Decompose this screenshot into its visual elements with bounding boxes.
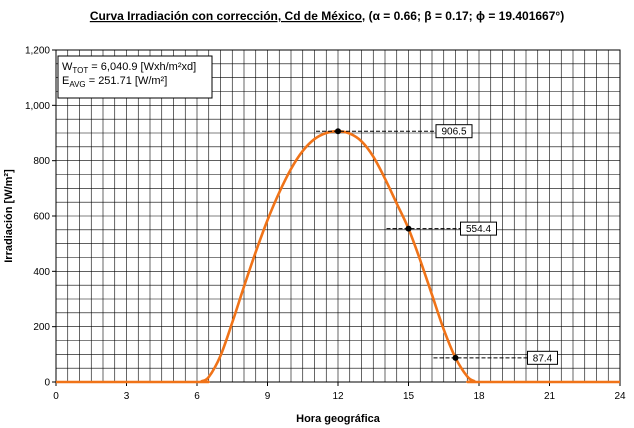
y-tick-label: 1,000	[25, 101, 50, 112]
x-tick-label: 9	[265, 391, 271, 402]
annotation-label: 906.5	[441, 127, 466, 138]
legend-wtot: WTOT = 6,040.9 [Wxh/m²xd]	[62, 61, 196, 75]
y-axis-ticks: 0 200 400 600 800 1,000 1,200	[25, 46, 56, 389]
annotations: 906.5 554.4 87.4	[316, 124, 558, 365]
grid-lines	[56, 50, 620, 382]
annotation-87.4: 87.4	[433, 350, 558, 365]
x-axis-ticks: 0 3 6 9 12 15 18 21 24	[53, 382, 626, 402]
x-tick-label: 21	[544, 391, 556, 402]
annotation-label: 554.4	[466, 224, 491, 235]
y-tick-label: 200	[33, 322, 50, 333]
x-tick-label: 6	[194, 391, 200, 402]
annotation-box	[435, 124, 473, 139]
x-tick-label: 15	[403, 391, 415, 402]
annotation-label: 87.4	[533, 353, 553, 364]
legend-box: WTOT = 6,040.9 [Wxh/m²xd] EAVG = 251.71 …	[57, 55, 213, 99]
chart-title: Curva Irradiación con corrección, Cd de …	[90, 9, 564, 23]
annotation-box	[460, 221, 497, 236]
x-tick-label: 12	[332, 391, 344, 402]
chart-title-main: Curva Irradiación con corrección, Cd de …	[90, 9, 362, 23]
y-tick-label: 600	[33, 212, 50, 223]
x-tick-label: 0	[53, 391, 59, 402]
annotation-point	[335, 128, 341, 135]
x-tick-label: 24	[614, 391, 626, 402]
annotation-point	[452, 354, 459, 361]
y-tick-label: 800	[33, 156, 50, 167]
annotation-906.5: 906.5	[316, 124, 473, 139]
x-tick-label: 3	[124, 391, 130, 402]
chart-title-params: , (α = 0.66; β = 0.17; ϕ = 19.401667°)	[362, 9, 564, 23]
y-tick-label: 0	[44, 378, 50, 389]
x-axis-label: Hora geográfica	[296, 413, 381, 425]
annotation-554.4: 554.4	[386, 221, 497, 236]
x-tick-label: 18	[473, 391, 485, 402]
y-axis-label: Irradiación [W/m²]	[3, 169, 15, 263]
legend-eavg: EAVG = 251.71 [W/m²]	[62, 75, 167, 89]
annotation-point	[405, 225, 412, 232]
y-tick-label: 1,200	[25, 46, 50, 57]
annotation-box	[527, 350, 558, 365]
y-tick-label: 400	[33, 267, 50, 278]
